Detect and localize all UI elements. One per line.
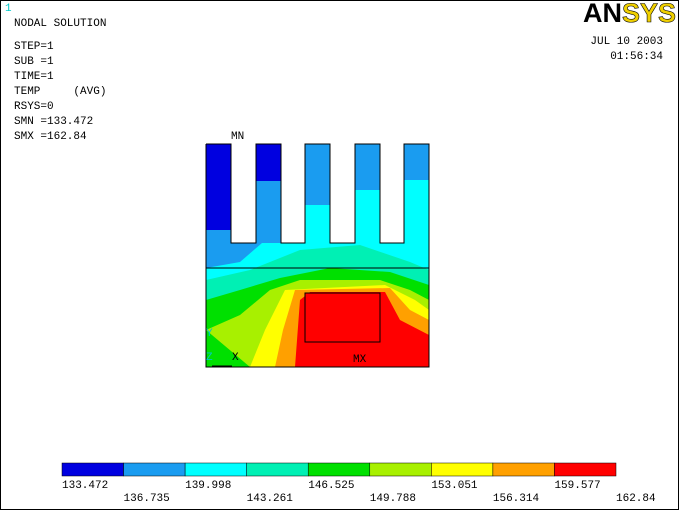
logo-right: SYS bbox=[622, 0, 676, 28]
legend-label: 139.998 bbox=[185, 480, 231, 492]
legend-label: 136.735 bbox=[124, 493, 170, 505]
legend-label: 133.472 bbox=[62, 480, 108, 492]
header-line: STEP=1 bbox=[14, 41, 54, 53]
max-marker: MX bbox=[353, 354, 367, 366]
legend-swatch bbox=[184, 462, 247, 477]
legend: 133.472 136.735 139.998 143.261 146.525 149.7… bbox=[61, 462, 656, 505]
logo-left: AN bbox=[583, 0, 622, 28]
legend-swatch bbox=[123, 462, 186, 477]
legend-label: 156.314 bbox=[493, 493, 540, 505]
header-line: TEMP (AVG) bbox=[14, 86, 106, 98]
header-line: SMX =162.84 bbox=[14, 131, 87, 143]
legend-label: 159.577 bbox=[554, 480, 600, 492]
time: 01:56:34 bbox=[610, 51, 663, 63]
title: NODAL SOLUTION bbox=[14, 18, 106, 30]
header-line: SMN =133.472 bbox=[14, 116, 93, 128]
legend-swatch bbox=[61, 462, 124, 477]
axis-y: Y bbox=[206, 328, 213, 340]
date: JUL 10 2003 bbox=[590, 36, 663, 48]
legend-label: 146.525 bbox=[308, 480, 354, 492]
legend-swatch bbox=[554, 462, 617, 477]
legend-swatch bbox=[492, 462, 555, 477]
legend-swatch bbox=[246, 462, 309, 477]
legend-label: 149.788 bbox=[370, 493, 416, 505]
header-line: RSYS=0 bbox=[14, 101, 54, 113]
legend-label: 153.051 bbox=[431, 480, 478, 492]
legend-label: 162.84 bbox=[616, 493, 656, 505]
legend-swatch bbox=[369, 462, 432, 477]
contour-plot bbox=[205, 143, 430, 368]
min-marker: MN bbox=[231, 131, 244, 143]
legend-swatch bbox=[307, 462, 371, 477]
legend-label: 143.261 bbox=[247, 493, 294, 505]
axis-z: Z bbox=[206, 352, 213, 364]
axis-x: X bbox=[232, 352, 239, 364]
header-line: SUB =1 bbox=[14, 56, 54, 68]
header-line: TIME=1 bbox=[14, 71, 54, 83]
legend-swatch bbox=[431, 462, 494, 477]
window-number: 1 bbox=[5, 3, 12, 15]
